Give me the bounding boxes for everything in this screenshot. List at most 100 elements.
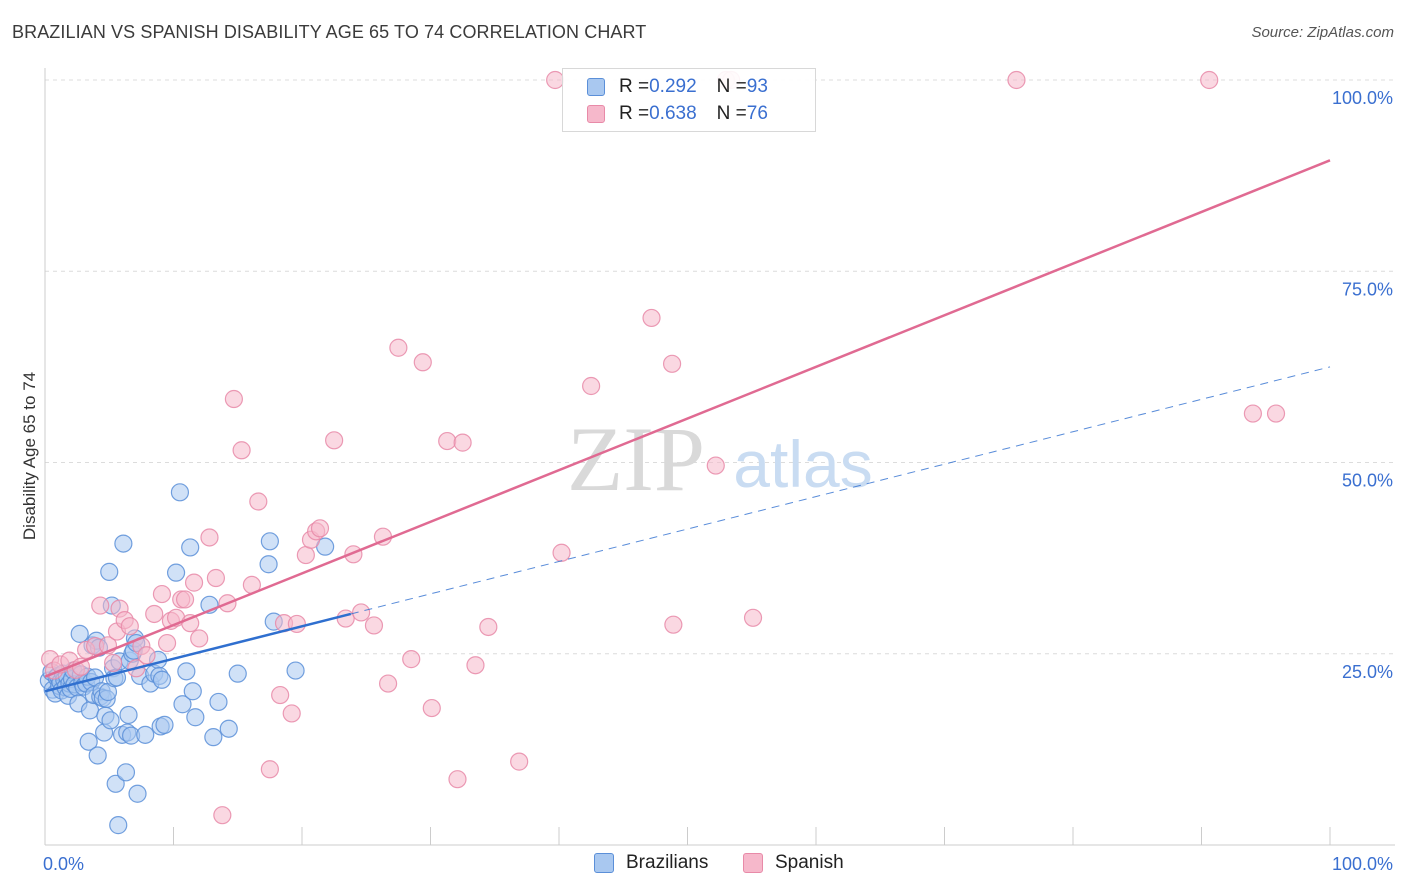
spanish-point [1007, 70, 1026, 90]
brazilians-point [155, 715, 174, 734]
spanish-point [200, 528, 219, 547]
legend-swatch-blue [594, 853, 614, 873]
spanish-point [271, 685, 290, 705]
brazilians-point [119, 705, 138, 725]
y-tick-label: 50.0% [1342, 471, 1393, 491]
legend-swatch-pink [587, 105, 605, 123]
spanish-trend-line [44, 159, 1331, 678]
spanish-point [422, 698, 441, 718]
spanish-point [664, 615, 683, 634]
y-axis-label: Disability Age 65 to 74 [20, 372, 39, 540]
spanish-point [378, 674, 398, 693]
x-tick-label: 0.0% [43, 854, 84, 874]
spanish-point [282, 704, 301, 723]
legend-r-value: 0.292 [649, 76, 697, 97]
brazilians-point [88, 746, 107, 765]
spanish-point [190, 629, 209, 648]
brazilians-trend-dashed [350, 366, 1331, 615]
brazilians-point [286, 661, 305, 680]
spanish-point [91, 596, 110, 615]
brazilians-point [186, 708, 205, 727]
brazilians-point [228, 664, 247, 683]
spanish-point [213, 806, 232, 825]
trend-lines [44, 159, 1331, 693]
spanish-point [224, 389, 243, 409]
series-brazilians [39, 483, 335, 835]
spanish-point [152, 584, 172, 604]
brazilians-point [136, 725, 155, 744]
y-tick-label: 75.0% [1342, 279, 1393, 299]
legend-r-value: 0.638 [649, 103, 697, 124]
spanish-point [364, 616, 384, 635]
watermark-atlas: atlas [733, 427, 872, 501]
brazilians-point [109, 816, 128, 835]
spanish-point [448, 770, 467, 789]
spanish-point [325, 431, 344, 450]
brazilians-point [114, 534, 133, 553]
brazilians-point [170, 483, 190, 502]
legend-swatch-pink [743, 853, 763, 873]
axes [44, 68, 1395, 846]
brazilians-point [181, 538, 200, 557]
spanish-point [743, 608, 763, 627]
brazilians-point [219, 719, 238, 738]
legend-swatch-blue [587, 78, 605, 96]
brazilians-point [259, 555, 278, 574]
brazilians-point [173, 695, 192, 714]
spanish-point [662, 354, 682, 373]
legend-row-spanish: R = 0.638 N = 76 [587, 102, 768, 126]
spanish-point [479, 617, 498, 637]
brazilians-point [183, 682, 202, 701]
spanish-point [206, 568, 226, 588]
brazilians-point [100, 562, 119, 581]
spanish-point [249, 492, 268, 511]
brazilians-point [166, 563, 186, 582]
chart-title: BRAZILIAN VS SPANISH DISABILITY AGE 65 T… [12, 22, 647, 42]
brazilians-trend-line [44, 612, 352, 693]
grid [45, 79, 1395, 655]
brazilians-point [106, 774, 125, 793]
brazilians-point [128, 784, 147, 803]
brazilians-point [152, 670, 172, 689]
brazilians-point [177, 662, 196, 681]
spanish-point [582, 376, 601, 396]
tick-labels: 25.0% 50.0% 75.0% 100.0% 0.0% 100.0% [43, 88, 1393, 874]
bottom-legend-spanish: Spanish [743, 852, 844, 874]
spanish-point [642, 308, 661, 328]
spanish-point [260, 760, 279, 779]
legend-label-brazilians: Brazilians [626, 852, 709, 873]
brazilians-point [260, 532, 279, 551]
spanish-point [145, 604, 164, 624]
spanish-point [389, 338, 408, 357]
legend-r-label: R = [619, 76, 650, 97]
legend-row-brazilians: R = 0.292 N = 93 [587, 75, 768, 99]
spanish-point [232, 441, 251, 460]
series-spanish [41, 70, 1286, 825]
bottom-legend-brazilians: Brazilians [594, 852, 708, 874]
spanish-point [453, 433, 472, 452]
spanish-point [184, 573, 204, 592]
spanish-point [296, 545, 315, 565]
legend-n-value: 76 [746, 103, 768, 124]
spanish-point [402, 650, 421, 669]
legend-n-value: 93 [746, 76, 768, 97]
spanish-point [1266, 404, 1286, 423]
legend-r-label: R = [619, 103, 650, 124]
spanish-point [413, 353, 432, 372]
legend-label-spanish: Spanish [775, 852, 844, 873]
legend-n-label: N = [716, 103, 747, 124]
legend-n-label: N = [716, 76, 747, 97]
brazilians-point [116, 763, 136, 782]
spanish-point [336, 609, 355, 628]
brazilians-point [101, 711, 120, 730]
y-tick-label: 25.0% [1342, 662, 1393, 682]
spanish-point [466, 656, 485, 675]
spanish-point [510, 752, 529, 771]
spanish-point [352, 603, 371, 622]
spanish-point [552, 543, 571, 562]
spanish-point [310, 519, 330, 538]
spanish-point [120, 617, 139, 636]
correlation-legend: R = 0.292 N = 93 R = 0.638 N = 76 [562, 68, 816, 132]
spanish-point [104, 653, 123, 673]
